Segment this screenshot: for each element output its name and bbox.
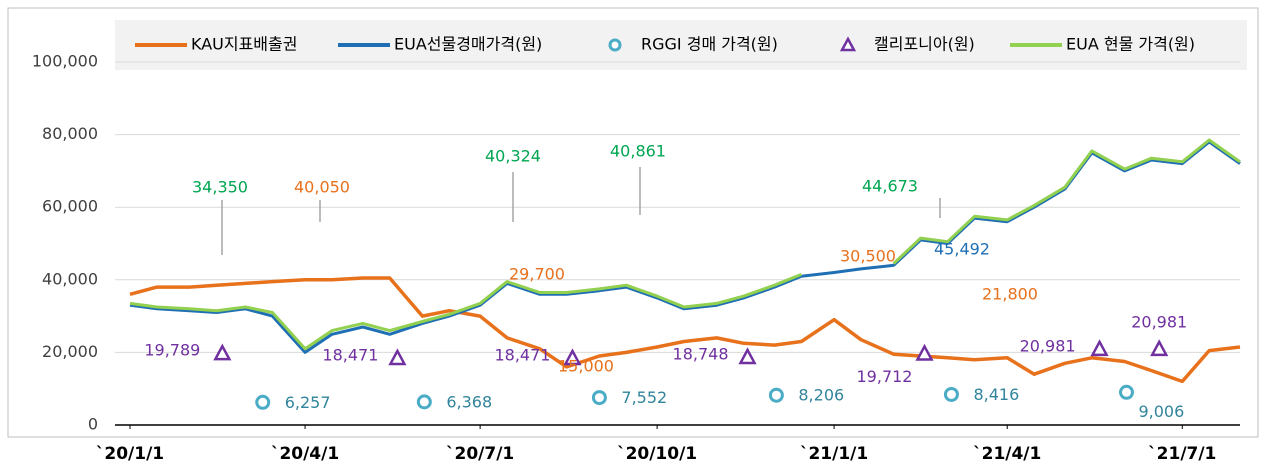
data-label: 8,416 (973, 385, 1019, 404)
rggi-point (768, 387, 784, 403)
california-point (1090, 339, 1109, 357)
chart-frame (7, 7, 1259, 438)
california-point (388, 348, 407, 366)
legend-label: EUA선물경매가격(원) (394, 35, 542, 54)
series-line (129, 140, 1241, 354)
annotation: 44,673 (862, 177, 918, 196)
data-label: 19,789 (144, 341, 200, 360)
data-label: 6,257 (285, 393, 331, 412)
data-label: 18,748 (673, 344, 729, 363)
data-label: 9,006 (1138, 402, 1184, 421)
series-line (129, 276, 1241, 384)
california-point (1150, 339, 1169, 357)
legend-label: 캘리포니아(원) (874, 35, 975, 54)
rggi-point (416, 394, 432, 410)
data-label: 20,981 (1020, 336, 1076, 355)
y-tick-label: 0 (88, 415, 98, 434)
x-tick-label: `21/4/1 (973, 444, 1041, 464)
annotation: 15,000 (558, 357, 614, 376)
x-tick-label: `20/4/1 (271, 444, 339, 464)
annotation: 40,861 (610, 142, 666, 161)
annotation: 21,800 (982, 285, 1038, 304)
legend-label: RGGI 경매 가격(원) (641, 35, 778, 54)
y-tick-label: 100,000 (32, 52, 98, 71)
california-point (915, 343, 934, 361)
california-point (738, 347, 757, 365)
california-point (563, 348, 582, 366)
rggi-point (943, 386, 959, 402)
california-point (213, 343, 232, 361)
rggi-point (1118, 384, 1134, 400)
x-tick-label: `20/7/1 (446, 444, 514, 464)
x-tick-label: `20/1/1 (96, 444, 164, 464)
rggi-point (255, 394, 271, 410)
legend-label: KAU지표배출권 (191, 35, 297, 54)
annotation: 34,350 (192, 178, 248, 197)
series-line (129, 138, 1241, 351)
y-tick-label: 80,000 (42, 124, 98, 143)
legend-marker (608, 38, 622, 52)
data-label: 8,206 (798, 386, 844, 405)
y-tick-label: 40,000 (42, 269, 98, 288)
annotation: 45,492 (934, 240, 990, 259)
rggi-point (591, 390, 607, 406)
data-label: 20,981 (1131, 312, 1187, 331)
y-tick-label: 20,000 (42, 342, 98, 361)
legend-marker (839, 36, 857, 52)
y-tick-label: 60,000 (42, 197, 98, 216)
data-label: 7,552 (621, 388, 667, 407)
data-label: 18,471 (322, 345, 378, 364)
annotation: 40,324 (485, 147, 541, 166)
data-label: 19,712 (857, 367, 913, 386)
x-tick-label: `21/7/1 (1148, 444, 1216, 464)
annotation: 30,500 (840, 247, 896, 266)
legend-label: EUA 현물 가격(원) (1066, 35, 1195, 54)
x-tick-label: `20/10/1 (617, 444, 697, 464)
data-label: 6,368 (446, 392, 492, 411)
annotation: 40,050 (294, 178, 350, 197)
data-label: 18,471 (494, 345, 550, 364)
x-tick-label: `21/1/1 (800, 444, 868, 464)
annotation: 29,700 (509, 265, 565, 284)
